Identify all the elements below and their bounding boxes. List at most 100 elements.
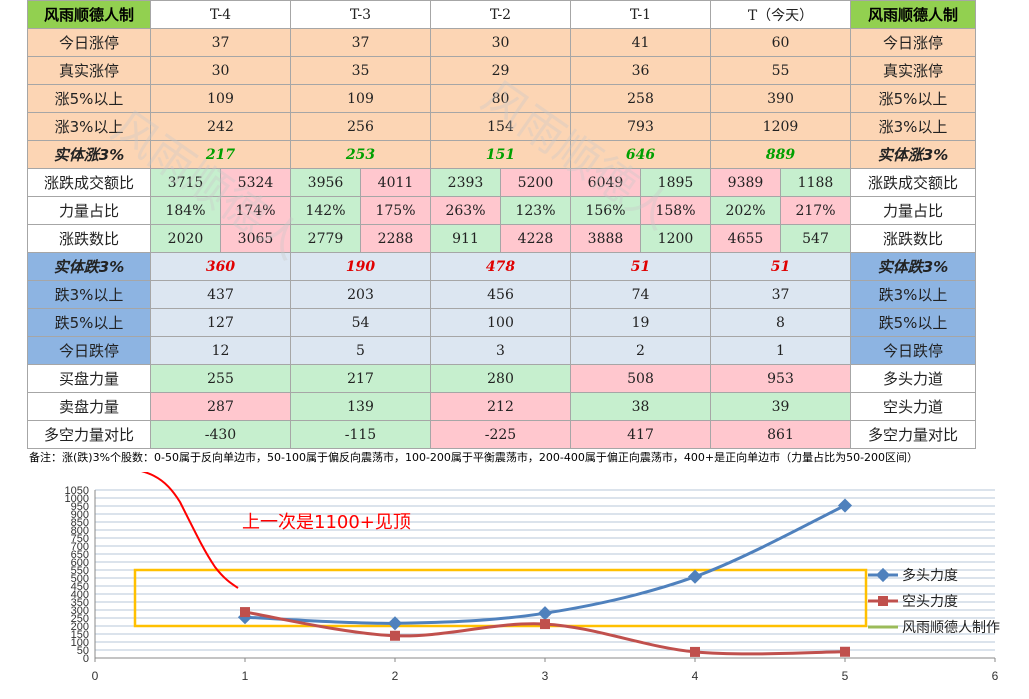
- row-cell: 51: [570, 252, 711, 281]
- row-cell: 390: [710, 84, 851, 113]
- data-point-bull: [837, 498, 853, 513]
- y-tick-label: 150: [71, 629, 89, 641]
- row-label: 买盘力量: [27, 364, 151, 393]
- header-day: T-4: [150, 0, 291, 29]
- row-label: 今日涨停: [27, 28, 151, 57]
- row-cell: 8: [710, 308, 851, 337]
- row-cell: 280: [430, 364, 571, 393]
- row-cell: 1895: [640, 168, 711, 197]
- row-cell: 202%: [710, 196, 781, 225]
- row-cell: -115: [290, 420, 431, 449]
- row-label-right: 跌5%以上: [850, 308, 976, 337]
- data-point-bear: [840, 646, 850, 657]
- row-label: 今日跌停: [27, 336, 151, 365]
- legend-label: 空头力度: [902, 594, 958, 610]
- row-cell: 4655: [710, 224, 781, 253]
- row-cell: 80: [430, 84, 571, 113]
- y-tick-label: 600: [71, 557, 89, 569]
- row-label-right: 跌3%以上: [850, 280, 976, 309]
- row-cell: 3956: [290, 168, 361, 197]
- table-row: 真实涨停 30 35 29 36 55 真实涨停: [27, 56, 976, 85]
- row-cell: 36: [570, 56, 711, 85]
- row-label: 实体涨3%: [27, 140, 151, 169]
- y-tick-label: 1000: [65, 493, 89, 505]
- table-row: 实体涨3% 217 253 151 646 889 实体涨3%: [27, 140, 976, 169]
- row-cell: 253: [290, 140, 431, 169]
- row-cell: 142%: [290, 196, 361, 225]
- row-cell: 41: [570, 28, 711, 57]
- y-tick-label: 1050: [65, 485, 89, 497]
- row-cell: 2779: [290, 224, 361, 253]
- row-cell: 100: [430, 308, 571, 337]
- table-row: 今日跌停 12 5 3 2 1 今日跌停: [27, 336, 976, 365]
- table-row: 跌5%以上 127 54 100 19 8 跌5%以上: [27, 308, 976, 337]
- row-cell: 287: [150, 392, 291, 421]
- row-cell: 646: [570, 140, 711, 169]
- data-point-bull: [687, 569, 703, 584]
- y-tick-label: 0: [83, 653, 89, 665]
- row-cell: 508: [570, 364, 711, 393]
- row-cell: 263%: [430, 196, 501, 225]
- row-cell: 255: [150, 364, 291, 393]
- row-cell: 109: [150, 84, 291, 113]
- row-cell: 1209: [710, 112, 851, 141]
- row-cell: 360: [150, 252, 291, 281]
- annotation-arrow: [140, 472, 239, 589]
- row-label: 真实涨停: [27, 56, 151, 85]
- x-tick-label: 6: [992, 669, 999, 683]
- row-label: 涨跌成交额比: [27, 168, 151, 197]
- table-note: 备注：涨(跌)3%个股数：0-50属于反向单边市，50-100属于偏反向震荡市，…: [29, 451, 919, 464]
- header-left: 风雨顺德人制: [27, 0, 151, 29]
- row-label-right: 力量占比: [850, 196, 976, 225]
- row-label-right: 涨3%以上: [850, 112, 976, 141]
- row-cell: 30: [150, 56, 291, 85]
- row-label-right: 空头力道: [850, 392, 976, 421]
- row-label-right: 实体涨3%: [850, 140, 976, 169]
- row-cell: 3: [430, 336, 571, 365]
- data-point-bear: [690, 646, 700, 657]
- row-cell: 109: [290, 84, 431, 113]
- row-cell: 547: [780, 224, 851, 253]
- row-cell: 3065: [220, 224, 291, 253]
- row-cell: 37: [150, 28, 291, 57]
- row-cell: 478: [430, 252, 571, 281]
- y-tick-label: 300: [71, 605, 89, 617]
- x-tick-label: 4: [692, 669, 699, 683]
- row-cell: 5324: [220, 168, 291, 197]
- row-label-right: 涨5%以上: [850, 84, 976, 113]
- header-day: T-3: [290, 0, 431, 29]
- legend-marker: [875, 567, 891, 583]
- row-cell: 889: [710, 140, 851, 169]
- row-label-right: 真实涨停: [850, 56, 976, 85]
- table-row: 卖盘力量 287 139 212 38 39 空头力道: [27, 392, 976, 421]
- table-row: 涨跌数比 2020 3065 2779 2288 911 4228 3888 1200 4655 5…: [27, 224, 976, 253]
- row-label: 涨跌数比: [27, 224, 151, 253]
- data-point-bull: [537, 606, 553, 621]
- row-cell: 174%: [220, 196, 291, 225]
- row-cell: 175%: [360, 196, 431, 225]
- row-cell: 1200: [640, 224, 711, 253]
- row-cell: 953: [710, 364, 851, 393]
- row-cell: 793: [570, 112, 711, 141]
- row-cell: 2393: [430, 168, 501, 197]
- row-cell: 911: [430, 224, 501, 253]
- y-tick-label: 650: [71, 549, 89, 561]
- row-label: 涨3%以上: [27, 112, 151, 141]
- row-label-right: 多头力道: [850, 364, 976, 393]
- y-tick-label: 700: [71, 541, 89, 553]
- row-cell: 39: [710, 392, 851, 421]
- legend-label: 风雨顺德人制作: [902, 620, 1000, 636]
- row-cell: -225: [430, 420, 571, 449]
- header-day: T-2: [430, 0, 571, 29]
- row-cell: 258: [570, 84, 711, 113]
- row-cell: 1188: [780, 168, 851, 197]
- row-cell: 417: [570, 420, 711, 449]
- table-row: 买盘力量 255 217 280 508 953 多头力道: [27, 364, 976, 393]
- row-cell: 158%: [640, 196, 711, 225]
- y-tick-label: 250: [71, 613, 89, 625]
- row-label: 实体跌3%: [27, 252, 151, 281]
- row-cell: 1: [710, 336, 851, 365]
- row-cell: 2020: [150, 224, 221, 253]
- y-tick-label: 100: [71, 637, 89, 649]
- row-cell: 37: [710, 280, 851, 309]
